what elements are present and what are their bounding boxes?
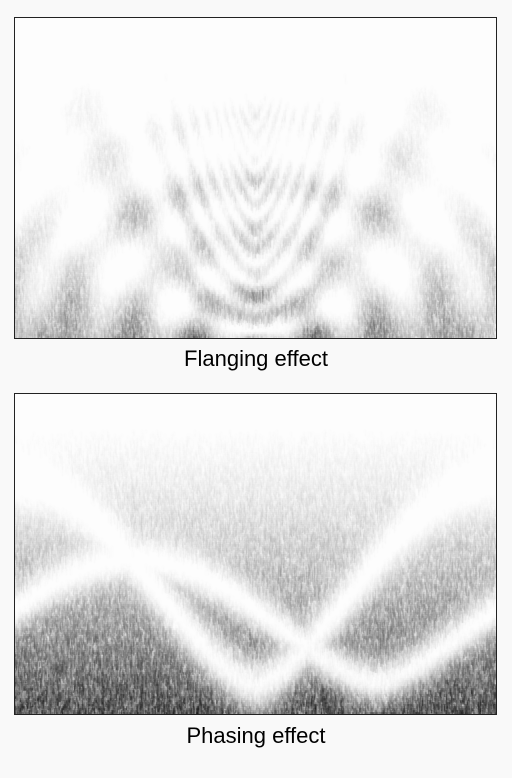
flanging-spectrogram-canvas [15, 18, 496, 338]
flanging-spectrogram [14, 17, 497, 339]
phasing-spectrogram [14, 393, 497, 715]
flanging-caption: Flanging effect [184, 346, 328, 371]
phasing-spectrogram-canvas [15, 394, 496, 714]
phasing-caption: Phasing effect [186, 723, 326, 748]
